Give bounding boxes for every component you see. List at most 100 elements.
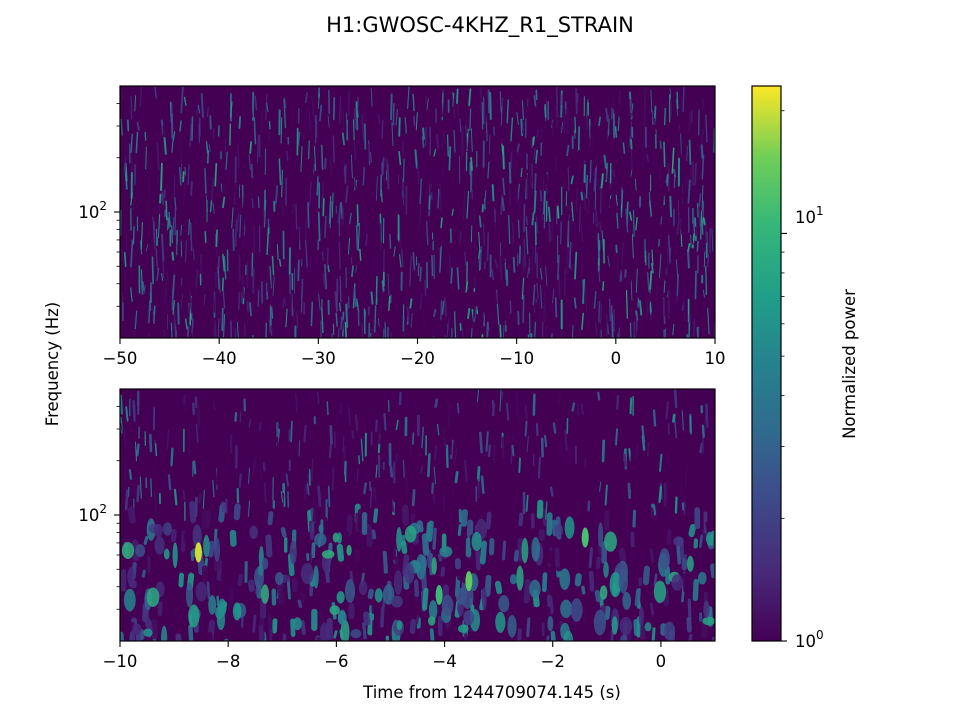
heatmap-cell: [129, 579, 138, 589]
heatmap-cell: [434, 398, 439, 408]
heatmap-cell: [128, 422, 132, 437]
heatmap-cell: [491, 402, 496, 417]
heatmap-cell: [638, 300, 643, 316]
heatmap-cell: [214, 319, 217, 338]
heatmap-cell: [256, 433, 261, 456]
heatmap-cell: [236, 321, 239, 338]
heatmap-cell: [132, 623, 142, 636]
heatmap-cell: [136, 484, 140, 503]
heatmap-cell: [135, 583, 143, 596]
heatmap-cell: [694, 270, 697, 300]
heatmap-cell: [571, 201, 574, 222]
heatmap-cell: [195, 104, 199, 116]
heatmap-cell: [429, 166, 432, 196]
heatmap-cell: [523, 238, 527, 267]
heatmap-cell: [619, 616, 633, 636]
heatmap-cell: [396, 620, 403, 631]
heatmap-cell: [471, 447, 474, 470]
heatmap-cell: [342, 436, 345, 453]
heatmap-cell: [533, 95, 537, 107]
heatmap-cell: [250, 179, 253, 190]
heatmap-peak: [194, 542, 202, 563]
heatmap-cell: [365, 233, 368, 247]
heatmap-cell: [643, 215, 646, 226]
heatmap-cell: [526, 617, 531, 638]
heatmap-cell: [535, 423, 539, 437]
heatmap-cell: [339, 275, 342, 303]
heatmap-cell: [488, 444, 492, 458]
heatmap-cell: [607, 323, 610, 335]
heatmap-cell: [122, 89, 124, 101]
heatmap-cell: [685, 173, 689, 190]
heatmap-cell: [604, 484, 608, 506]
heatmap-cell: [121, 542, 135, 560]
heatmap-cell: [316, 391, 320, 405]
heatmap-cell: [587, 213, 590, 223]
x-axis-label: Time from 1244709074.145 (s): [362, 683, 621, 702]
heatmap-cell: [592, 283, 596, 304]
heatmap-cell: [351, 429, 355, 440]
heatmap-cell: [273, 270, 276, 291]
heatmap-cell: [381, 280, 385, 292]
heatmap-cell: [183, 531, 189, 545]
heatmap-cell: [580, 263, 583, 277]
heatmap-cell: [195, 423, 199, 443]
heatmap-cell: [433, 149, 437, 157]
heatmap-cell: [616, 395, 620, 410]
heatmap-cell: [616, 212, 619, 229]
heatmap-cell: [648, 289, 651, 314]
heatmap-cell: [140, 222, 143, 250]
heatmap-cell: [200, 619, 204, 634]
heatmap-cell: [579, 204, 581, 233]
heatmap-cell: [474, 247, 477, 258]
heatmap-cell: [573, 297, 577, 309]
heatmap-cell: [149, 433, 153, 453]
heatmap-cell: [332, 135, 335, 163]
heatmap-cell: [603, 561, 609, 578]
heatmap-cell: [603, 605, 611, 621]
heatmap-cell: [456, 88, 459, 105]
heatmap-cell: [157, 395, 161, 410]
heatmap-cell: [641, 248, 644, 257]
heatmap-cell: [344, 579, 356, 604]
heatmap-cell: [132, 197, 136, 211]
heatmap-cell: [476, 438, 479, 459]
heatmap-cell: [573, 129, 576, 139]
heatmap-cell: [574, 251, 578, 280]
heatmap-cell: [141, 281, 145, 292]
heatmap-cell: [674, 496, 678, 514]
heatmap-cell: [701, 97, 705, 113]
heatmap-cell: [295, 393, 298, 413]
heatmap-cell: [703, 421, 707, 430]
heatmap-cell: [510, 152, 513, 169]
heatmap-cell: [649, 270, 653, 294]
heatmap-cell: [226, 436, 229, 457]
colorbar-label: Normalized power: [840, 289, 859, 439]
heatmap-cell: [239, 131, 243, 144]
heatmap-cell: [469, 108, 472, 132]
heatmap-cell: [198, 144, 202, 157]
heatmap-cell: [450, 267, 453, 284]
heatmap-cell: [238, 473, 243, 488]
heatmap-cell: [132, 226, 135, 245]
heatmap-cell: [575, 88, 578, 115]
heatmap-cell: [411, 432, 415, 445]
heatmap-cell: [508, 485, 512, 508]
heatmap-cell: [286, 578, 292, 600]
heatmap-cell: [298, 439, 301, 457]
heatmap-cell: [665, 328, 667, 338]
heatmap-cell: [184, 239, 188, 263]
heatmap-cell: [659, 140, 662, 150]
heatmap-cell: [673, 536, 684, 547]
heatmap-cell: [593, 609, 607, 636]
heatmap-cell: [192, 460, 197, 475]
heatmap-cell: [483, 312, 486, 327]
heatmap-cell: [680, 281, 684, 296]
heatmap-cell: [565, 221, 568, 249]
heatmap-cell: [451, 482, 455, 497]
heatmap-cell: [207, 484, 211, 502]
heatmap-cell: [353, 107, 357, 129]
heatmap-cell: [636, 533, 641, 543]
heatmap-cell: [464, 251, 467, 266]
heatmap-cell: [620, 271, 623, 282]
